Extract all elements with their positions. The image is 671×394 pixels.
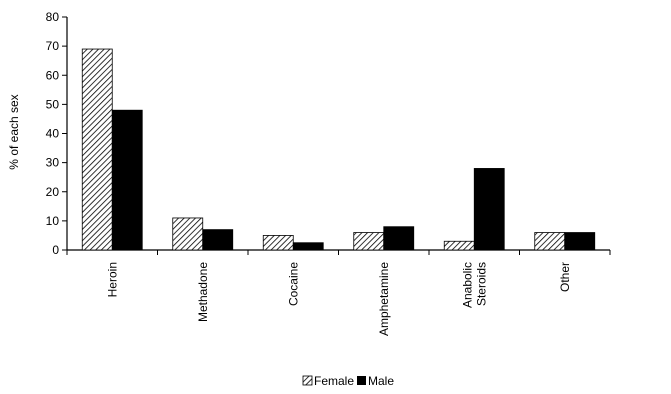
bars (81, 48, 596, 251)
bar-female-3 (353, 232, 385, 251)
bar-female-5 (534, 232, 566, 251)
y-tick-label: 30 (46, 156, 60, 170)
bar-female-2 (262, 235, 294, 251)
y-tick-label: 70 (46, 39, 60, 53)
bar-female-0 (81, 48, 113, 251)
legend-label-female: Female (314, 374, 354, 388)
y-tick-label: 40 (46, 127, 60, 141)
legend-swatch-male (357, 376, 366, 385)
y-axis: 0 10 20 30 40 50 60 70 80 (46, 10, 68, 257)
x-axis (66, 249, 611, 255)
bar-male-1 (202, 229, 234, 251)
bar-female-1 (172, 217, 204, 251)
x-category-label: Cocaine (286, 262, 300, 306)
legend-label-male: Male (368, 374, 394, 388)
legend: Female Male (302, 374, 394, 388)
x-category-label: Other (558, 262, 572, 292)
y-axis-label: % of each sex (7, 94, 21, 169)
y-tick-label: 0 (52, 243, 59, 257)
x-category-label: Methadone (196, 262, 210, 322)
y-tick-label: 10 (46, 214, 60, 228)
x-category-label: Heroin (105, 262, 119, 297)
legend-swatch-female (302, 375, 313, 386)
bar-male-2 (292, 242, 324, 251)
x-category-label: Amphetamine (377, 262, 391, 336)
x-category-label: Anabolic (460, 262, 474, 308)
y-tick-label: 50 (46, 97, 60, 111)
y-tick-label: 60 (46, 68, 60, 82)
category-labels: Heroin Methadone Cocaine Amphetamine Anaboli… (105, 262, 572, 336)
bar-male-0 (111, 109, 143, 251)
y-tick-label: 80 (46, 10, 60, 24)
bar-male-3 (383, 226, 415, 251)
bar-male-5 (564, 232, 596, 251)
bar-male-4 (473, 168, 505, 251)
y-tick-label: 20 (46, 185, 60, 199)
bar-female-4 (443, 240, 475, 251)
x-category-label: Steroids (474, 262, 488, 306)
